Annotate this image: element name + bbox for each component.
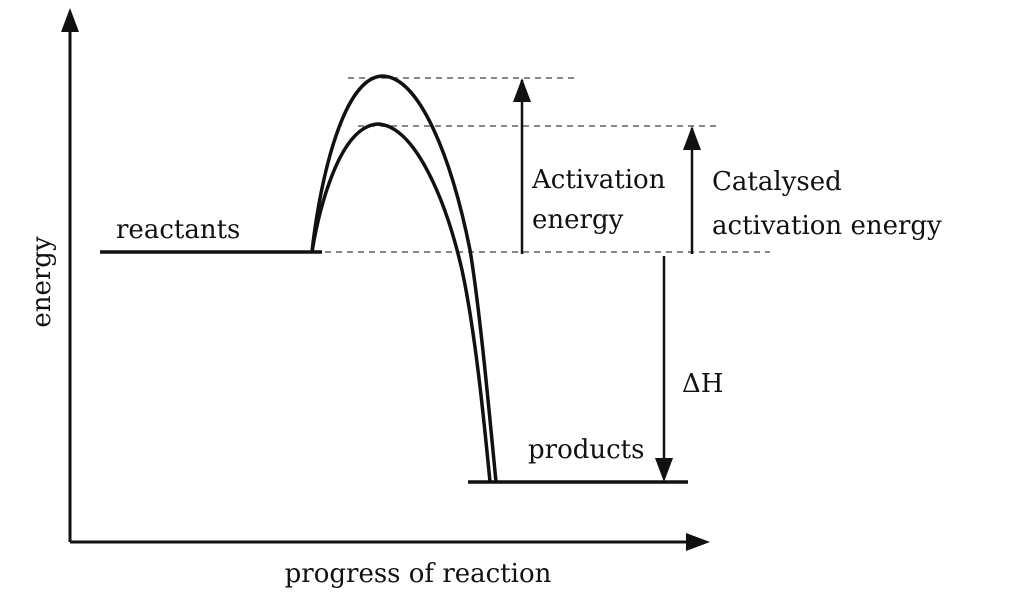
activation-energy-label-line2: energy — [532, 205, 624, 235]
activation-energy-arrowhead-icon — [513, 78, 531, 102]
activation-energy-label-line1: Activation — [531, 165, 666, 195]
uncatalysed-reaction-curve — [310, 74, 498, 483]
y-axis-label: energy — [27, 236, 57, 328]
catalysed-reaction-curve — [310, 122, 492, 483]
catalysed-activation-energy-label-line2: activation energy — [712, 211, 942, 241]
delta-h-label: ΔH — [682, 369, 723, 399]
catalysed-activation-energy-label-line1: Catalysed — [712, 167, 842, 197]
products-label: products — [528, 435, 644, 465]
delta-h-arrowhead-icon — [655, 458, 673, 482]
x-axis-label: progress of reaction — [285, 559, 552, 589]
catalysed-activation-energy-arrowhead-icon — [683, 126, 701, 150]
x-axis-arrowhead-icon — [686, 533, 710, 551]
reactants-label: reactants — [116, 215, 240, 245]
y-axis-arrowhead-icon — [61, 8, 79, 32]
